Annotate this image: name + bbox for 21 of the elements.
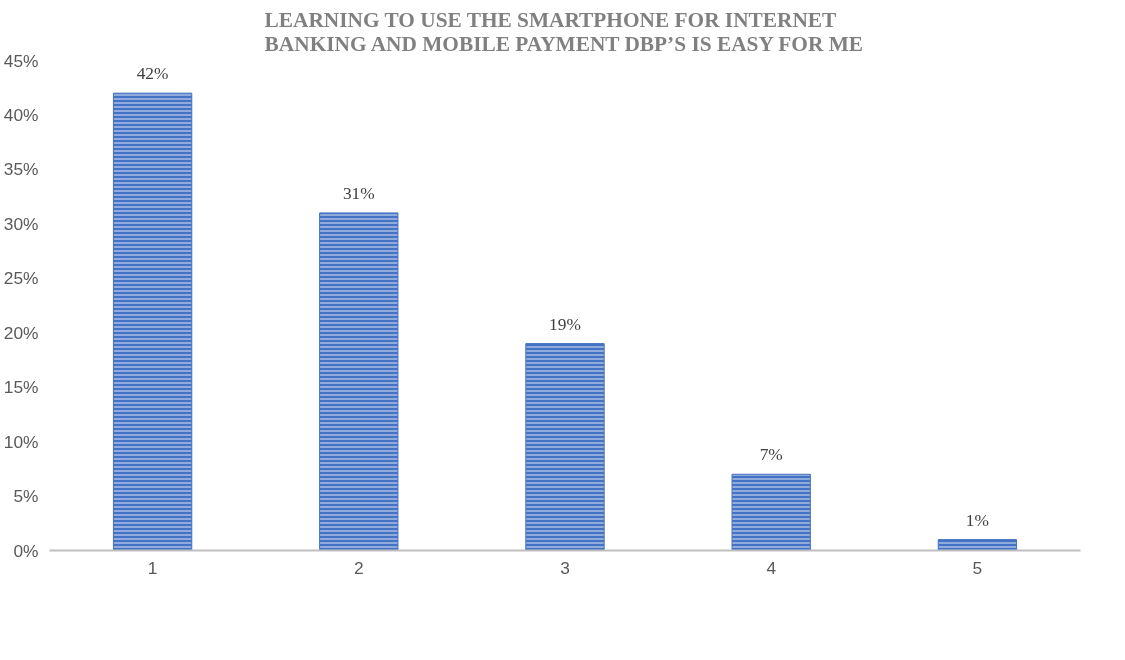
data-label: 19% (549, 314, 581, 334)
x-tick-label: 3 (560, 557, 570, 578)
y-tick-label: 15% (3, 377, 39, 398)
x-tick-label: 4 (766, 557, 777, 578)
y-tick-label: 30% (3, 213, 39, 234)
y-tick-label: 25% (3, 268, 39, 289)
data-label: 1% (965, 510, 989, 530)
y-tick-label: 0% (13, 540, 39, 561)
x-tick-label: 5 (972, 557, 983, 578)
y-tick-label: 35% (3, 159, 39, 180)
x-tick-label: 1 (147, 557, 158, 578)
chart-title: LEARNING TO USE THE SMARTPHONE FOR INTERNET BANKING AND MOBILE PAYMENT DBP’S IS EASY FOR ME (264, 7, 864, 56)
data-label: 7% (759, 445, 783, 465)
y-tick-label: 10% (3, 431, 39, 452)
y-tick-label: 45% (3, 50, 39, 71)
y-tick-label: 40% (3, 104, 39, 125)
data-label: 42% (136, 64, 169, 84)
y-tick-label: 20% (3, 322, 39, 343)
data-label: 31% (342, 183, 375, 203)
y-tick-label: 5% (13, 486, 39, 507)
x-tick-label: 2 (353, 557, 364, 578)
